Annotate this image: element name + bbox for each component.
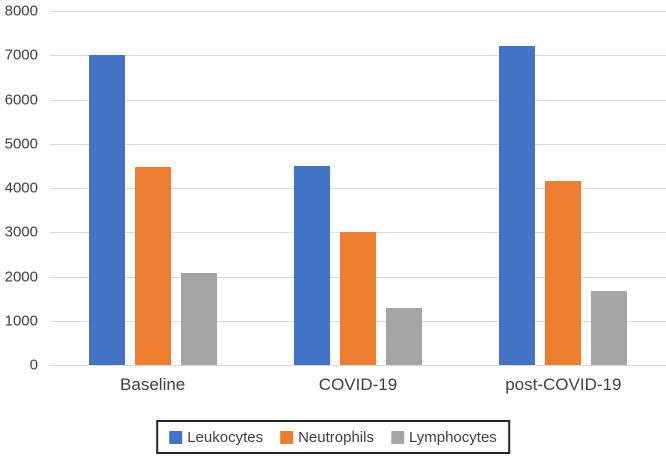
y-axis-tick-label: 5000 <box>4 135 38 153</box>
x-axis-category-label: COVID-19 <box>318 375 398 394</box>
gridline-5000 <box>50 143 666 145</box>
legend-item-leukocytes: Leukocytes <box>169 430 263 445</box>
gridline-0 <box>50 365 666 366</box>
legend: Leukocytes Neutrophils Lymphocytes <box>156 420 510 454</box>
legend-label-neutrophils: Neutrophils <box>298 428 374 446</box>
x-axis-category-label: Baseline <box>120 375 186 394</box>
bar-leukocytes-post-covid-19 <box>499 46 536 365</box>
legend-label-lymphocytes: Lymphocytes <box>408 428 497 446</box>
gridline-7000 <box>50 55 666 57</box>
y-axis-tick-label: 8000 <box>4 2 38 20</box>
legend-item-lymphocytes: Lymphocytes <box>390 428 497 446</box>
bar-lymphocytes-post-covid-19 <box>591 291 628 365</box>
y-axis-tick-label: 2000 <box>4 268 38 285</box>
legend-label-leukocytes: Leukocytes <box>187 428 264 446</box>
y-axis-tick-label: 1000 <box>4 312 38 330</box>
neutrophils-swatch-icon <box>280 430 294 444</box>
legend-item-neutrophils: Neutrophils <box>280 430 374 445</box>
bar-leukocytes-covid-19 <box>294 165 330 365</box>
bar-lymphocytes-covid-19 <box>386 308 422 365</box>
gridline-6000 <box>50 99 666 101</box>
y-axis-tick-label: 4000 <box>4 179 38 197</box>
bar-neutrophils-baseline <box>134 166 171 365</box>
y-axis-tick-label: 3000 <box>4 223 38 241</box>
bar-leukocytes-baseline <box>88 55 125 365</box>
bar-lymphocytes-baseline <box>180 272 217 365</box>
y-axis-tick-label: 6000 <box>4 91 38 108</box>
x-axis-category-label: post-COVID-19 <box>505 375 622 394</box>
gridline-8000 <box>50 11 666 12</box>
gridline-4000 <box>50 188 666 189</box>
bar-neutrophils-covid-19 <box>340 232 376 365</box>
leukocytes-swatch-icon <box>169 430 183 444</box>
y-axis-tick-label: 7000 <box>4 46 38 64</box>
bar-neutrophils-post-covid-19 <box>545 180 582 365</box>
y-axis-tick-label: 0 <box>29 356 38 374</box>
lymphocytes-swatch-icon <box>390 430 404 444</box>
